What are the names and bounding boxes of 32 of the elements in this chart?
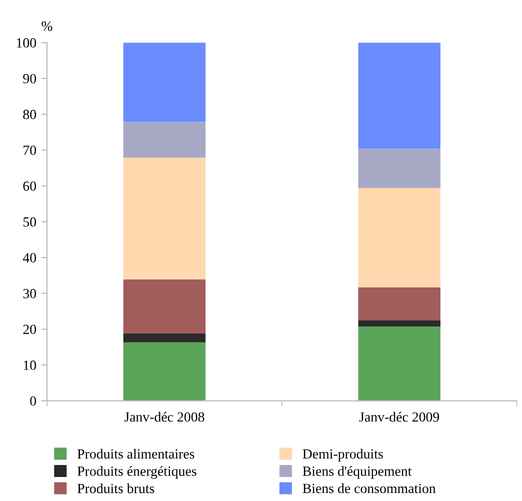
x-tick-label: Janv-déc 2008 — [124, 412, 204, 422]
bar — [123, 158, 206, 280]
bar — [358, 320, 440, 327]
bar — [123, 279, 206, 334]
y-tick-label: 60 — [23, 181, 36, 191]
bar — [123, 333, 206, 342]
legend-label: Produits alimentaires — [77, 448, 194, 459]
y-tick-label: 100 — [16, 38, 36, 48]
y-tick-label: 40 — [22, 253, 36, 262]
x-tick-label: Janv-déc 2009 — [359, 412, 440, 422]
bar — [358, 42, 440, 149]
legend-label: Biens d'équipement — [302, 466, 412, 479]
y-axis-title: % — [42, 21, 52, 31]
bar — [358, 287, 440, 321]
bar — [358, 148, 440, 188]
legend-label: Produits bruts — [77, 483, 154, 494]
y-tick-label: 20 — [23, 324, 36, 334]
y-tick-label: 80 — [23, 110, 36, 120]
bar — [123, 42, 206, 122]
y-tick-label: 0 — [30, 396, 36, 406]
y-tick-label: 70 — [24, 146, 36, 156]
y-tick-label: 90 — [23, 74, 36, 84]
legend-label: Produits énergétiques — [77, 466, 196, 479]
legend-label: Biens de consommation — [302, 483, 436, 494]
legend-label: Demi-produits — [302, 448, 383, 462]
y-tick-label: 50 — [23, 217, 36, 227]
bar — [123, 342, 206, 401]
y-tick-label: 30 — [23, 288, 36, 298]
y-tick-label: 10 — [24, 360, 36, 370]
bar — [358, 188, 440, 288]
bar — [358, 326, 440, 401]
bar — [123, 122, 206, 158]
